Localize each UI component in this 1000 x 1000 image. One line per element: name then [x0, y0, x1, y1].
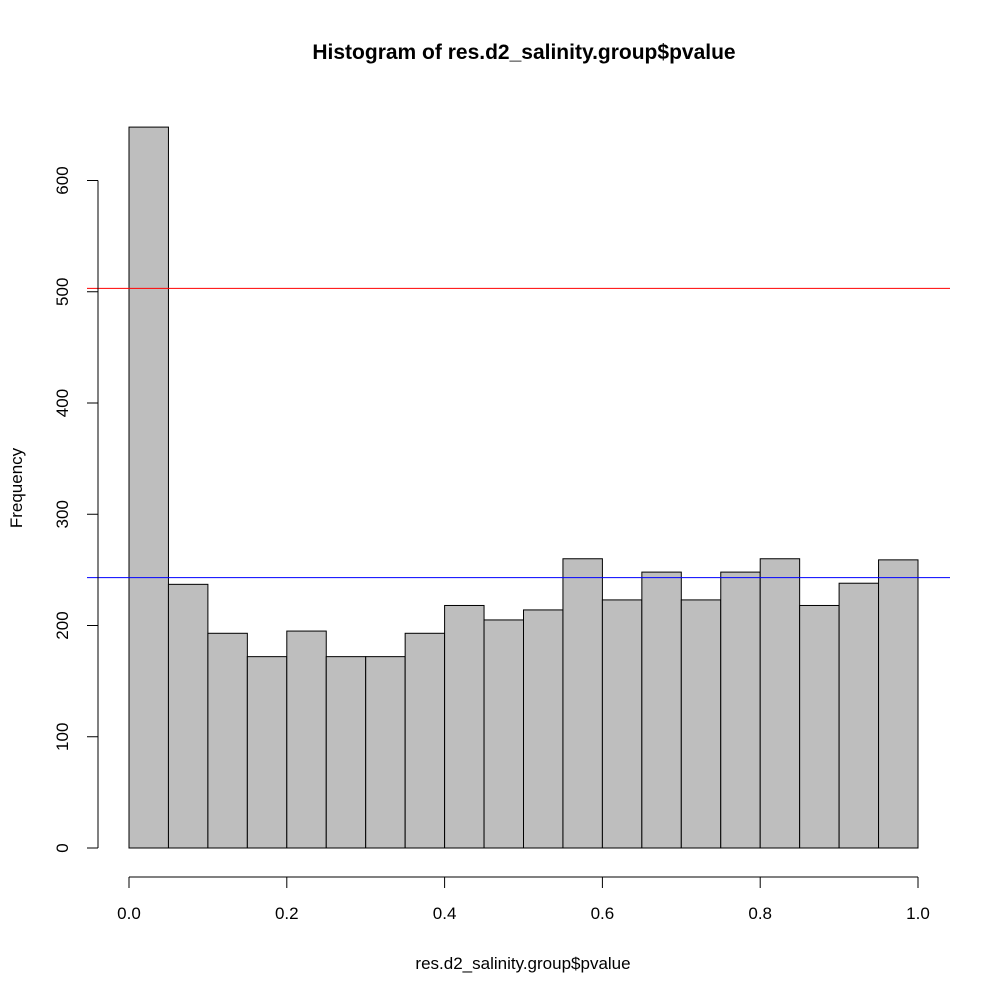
histogram-bar [483, 619, 524, 849]
x-tick-label: 1.0 [906, 904, 930, 923]
histogram-bar [286, 630, 327, 849]
histogram-bar [404, 632, 446, 849]
histogram-bar [167, 583, 209, 849]
histogram-bar [444, 604, 485, 849]
histogram-bar [680, 599, 722, 849]
histogram-bar [365, 656, 406, 849]
histogram-bar [562, 558, 603, 849]
histogram-bar [641, 571, 682, 849]
x-tick-label: 0.4 [433, 904, 457, 923]
y-tick-label: 500 [53, 278, 72, 306]
y-axis: 0 100 200 300 400 500 600 [53, 166, 99, 853]
y-tick-label: 200 [53, 611, 72, 639]
histogram-bar [523, 609, 564, 849]
histogram-bar [246, 656, 288, 849]
y-tick-label: 400 [53, 389, 72, 417]
histogram-bar [878, 559, 919, 849]
y-tick-label: 0 [53, 843, 72, 852]
histogram-bar [799, 604, 840, 849]
histogram-bar [838, 582, 880, 849]
histogram-bar [601, 599, 643, 849]
histogram-bar [720, 571, 761, 849]
x-tick-label: 0.0 [117, 904, 141, 923]
x-axis: 0.0 0.2 0.4 0.6 0.8 1.0 [117, 876, 930, 923]
histogram-bar [207, 632, 248, 849]
y-axis-label: Frequency [7, 447, 26, 528]
x-tick-label: 0.8 [748, 904, 772, 923]
y-tick-label: 300 [53, 500, 72, 528]
bars-group [128, 126, 919, 849]
x-tick-label: 0.6 [591, 904, 615, 923]
y-tick-label: 100 [53, 723, 72, 751]
histogram-bar [759, 558, 801, 849]
x-axis-label: res.d2_salinity.group$pvalue [415, 954, 630, 973]
histogram-bar [325, 656, 367, 849]
histogram-bar [128, 126, 169, 849]
reference-lines-group [87, 287, 950, 579]
y-tick-label: 600 [53, 166, 72, 194]
chart-title: Histogram of res.d2_salinity.group$pvalu… [312, 41, 735, 64]
x-tick-label: 0.2 [275, 904, 299, 923]
